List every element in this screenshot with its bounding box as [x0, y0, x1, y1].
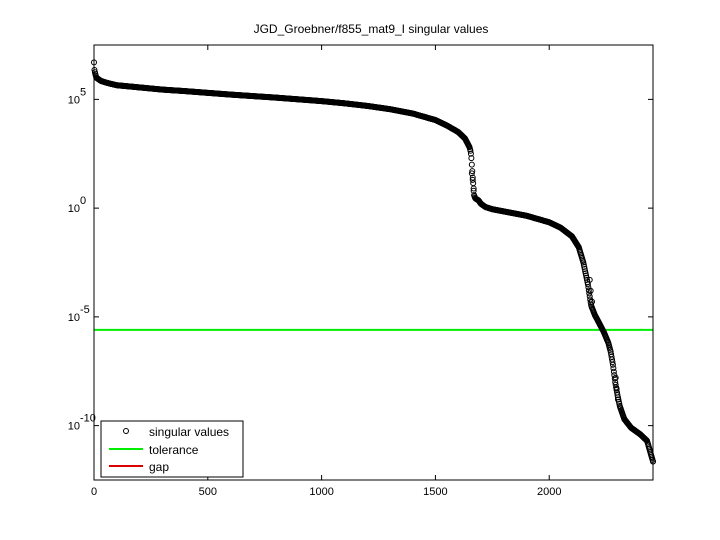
- legend: singular values tolerance gap: [100, 420, 244, 478]
- plot-area: [91, 59, 656, 465]
- x-tick-label: 1000: [309, 486, 333, 498]
- y-tick-base: 10: [68, 94, 80, 106]
- y-tick-label: 10-5: [68, 304, 90, 324]
- y-tick-exponent: -5: [80, 304, 90, 316]
- y-tick-label: 100: [68, 195, 86, 215]
- singular-value-point: [609, 361, 616, 368]
- singular-value-point: [467, 150, 474, 157]
- y-tick-base: 10: [68, 421, 80, 433]
- chart-title: JGD_Groebner/f855_mat9_I singular values: [254, 22, 489, 36]
- y-tick-exponent: 5: [80, 86, 86, 98]
- singular-value-point: [467, 147, 474, 154]
- y-tick-base: 10: [68, 312, 80, 324]
- y-tick-base: 10: [68, 203, 80, 215]
- singular-value-point: [586, 276, 593, 283]
- y-tick-label: 10-10: [68, 413, 96, 433]
- singular-value-point: [610, 365, 617, 372]
- legend-label-singular-values: singular values: [149, 425, 229, 439]
- singular-value-point: [612, 374, 619, 381]
- singular-value-point: [469, 176, 476, 183]
- x-tick-label: 2000: [537, 486, 561, 498]
- singular-value-point: [468, 161, 475, 168]
- singular-value-point: [611, 375, 618, 382]
- singular-value-point: [468, 170, 475, 177]
- legend-label-gap: gap: [149, 460, 169, 474]
- legend-label-tolerance: tolerance: [149, 443, 199, 457]
- singular-value-point: [470, 185, 477, 192]
- singular-value-point: [589, 298, 595, 305]
- singular-value-point: [468, 155, 475, 162]
- x-tick-label: 500: [199, 486, 217, 498]
- singular-value-point: [613, 385, 620, 392]
- y-tick-exponent: -10: [80, 413, 96, 425]
- x-tick-label: 0: [91, 486, 97, 498]
- singular-value-point: [586, 293, 593, 300]
- singular-values-series: [91, 59, 656, 465]
- singular-value-point: [609, 359, 616, 366]
- singular-value-point: [587, 287, 594, 294]
- singular-value-point: [610, 368, 617, 375]
- plot-frame: [93, 44, 654, 481]
- singular-value-point: [470, 187, 477, 194]
- y-tick-label: 105: [68, 86, 86, 106]
- x-tick-label: 1500: [423, 486, 447, 498]
- y-tick-exponent: 0: [80, 195, 86, 207]
- singular-value-point: [614, 396, 621, 403]
- legend-marker-singular-values: [123, 428, 129, 434]
